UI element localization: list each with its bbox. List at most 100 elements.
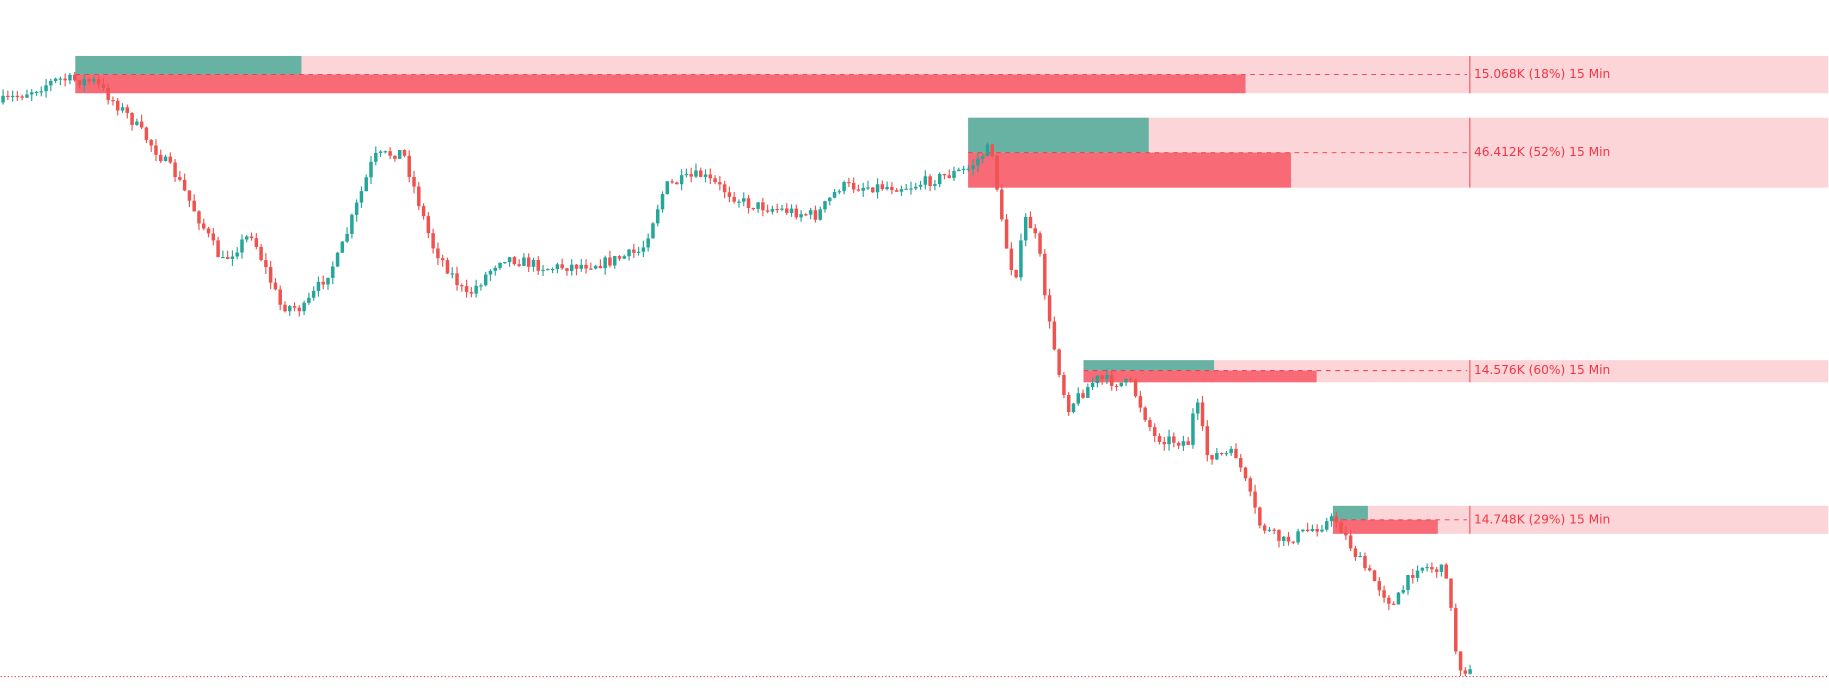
candle-body: [584, 264, 588, 269]
candle-body: [335, 252, 340, 267]
candle-body: [536, 259, 541, 271]
candle-body: [732, 196, 736, 202]
candle-body: [1291, 541, 1296, 543]
candle-body: [655, 209, 660, 224]
candle-body: [15, 95, 20, 97]
candle-body: [1, 95, 5, 103]
candle-body: [531, 259, 536, 267]
candle-body: [283, 304, 287, 312]
candle-body: [694, 170, 698, 177]
candle-body: [378, 151, 383, 153]
candle-body: [942, 174, 947, 176]
candle-body: [1262, 525, 1267, 531]
candle-body: [1315, 529, 1319, 532]
candle-body: [1430, 567, 1434, 570]
candle-body: [914, 186, 918, 189]
candle-body: [350, 214, 354, 234]
candle-body: [861, 187, 865, 191]
candle-body: [460, 285, 464, 287]
candle-body: [101, 84, 106, 88]
candle-body: [569, 264, 574, 271]
candle-body: [842, 182, 846, 192]
candle-body: [813, 210, 818, 220]
candle-body: [369, 161, 373, 178]
candle-body: [1344, 532, 1348, 536]
candle-body: [1043, 253, 1047, 296]
candle-body: [192, 200, 196, 212]
candle-body: [230, 256, 235, 259]
candle-body: [1033, 228, 1037, 234]
candle-body: [660, 194, 665, 210]
candle-body: [421, 206, 426, 217]
candle-body: [507, 257, 512, 263]
candle-body: [1014, 269, 1018, 278]
candle-body: [245, 236, 249, 240]
candle-body: [1229, 448, 1233, 454]
candle-body: [1363, 555, 1367, 569]
candle-body: [1439, 564, 1444, 572]
candle-body: [149, 139, 153, 146]
candle-body: [866, 187, 870, 189]
candle-body: [990, 144, 994, 156]
candle-body: [6, 95, 10, 97]
candle-body: [1124, 378, 1128, 383]
candle-body: [483, 274, 488, 286]
candle-body: [440, 258, 445, 261]
candle-body: [53, 78, 58, 82]
candle-body: [311, 290, 316, 298]
candle-body: [1019, 240, 1023, 278]
candle-body: [292, 306, 297, 308]
candle-body: [393, 155, 397, 159]
candle-body: [431, 233, 435, 249]
candle-body: [617, 256, 622, 259]
candle-body: [1172, 436, 1176, 443]
candle-body: [503, 262, 507, 264]
candle-body: [29, 92, 34, 95]
candle-body: [1339, 522, 1343, 533]
candle-body: [847, 182, 851, 184]
candle-body: [436, 248, 440, 259]
candle-body: [937, 174, 942, 185]
candle-body: [1028, 216, 1033, 229]
candle-body: [589, 268, 593, 270]
candle-body: [751, 207, 756, 210]
candle-body: [894, 190, 899, 192]
candle-body: [742, 198, 746, 202]
candle-body: [87, 79, 91, 82]
candle-body: [1243, 467, 1248, 479]
sell-volume-bar: [1332, 519, 1438, 534]
candle-body: [1301, 529, 1305, 532]
candle-body: [775, 208, 779, 211]
candle-body: [632, 249, 636, 253]
candle-body: [1348, 535, 1353, 549]
candle-body: [68, 74, 72, 81]
candle-body: [928, 176, 932, 186]
candle-body: [1167, 436, 1171, 445]
candle-body: [598, 265, 603, 269]
candle-body: [1296, 531, 1300, 543]
candle-body: [115, 100, 120, 111]
candle-body: [1181, 441, 1186, 446]
candle-body: [1114, 385, 1119, 388]
candle-body: [39, 91, 44, 93]
candle-body: [1057, 349, 1061, 375]
candle-body: [565, 268, 569, 271]
candle-body: [665, 181, 670, 195]
candle-body: [1286, 536, 1291, 542]
candle-body: [426, 216, 431, 234]
candle-body: [1382, 590, 1386, 598]
candle-body: [871, 187, 875, 193]
candle-body: [593, 265, 598, 269]
sell-volume-bar: [1083, 370, 1317, 383]
candle-body: [985, 144, 990, 157]
candle-body: [34, 91, 39, 94]
candle-body: [794, 208, 799, 218]
candle-body: [1095, 375, 1100, 384]
candle-body: [388, 151, 392, 156]
candle-body: [178, 177, 182, 180]
candle-body: [1195, 402, 1200, 414]
candle-body: [1267, 529, 1272, 531]
candle-body: [517, 264, 521, 266]
candle-body: [1372, 570, 1377, 582]
candle-body: [1215, 452, 1219, 460]
